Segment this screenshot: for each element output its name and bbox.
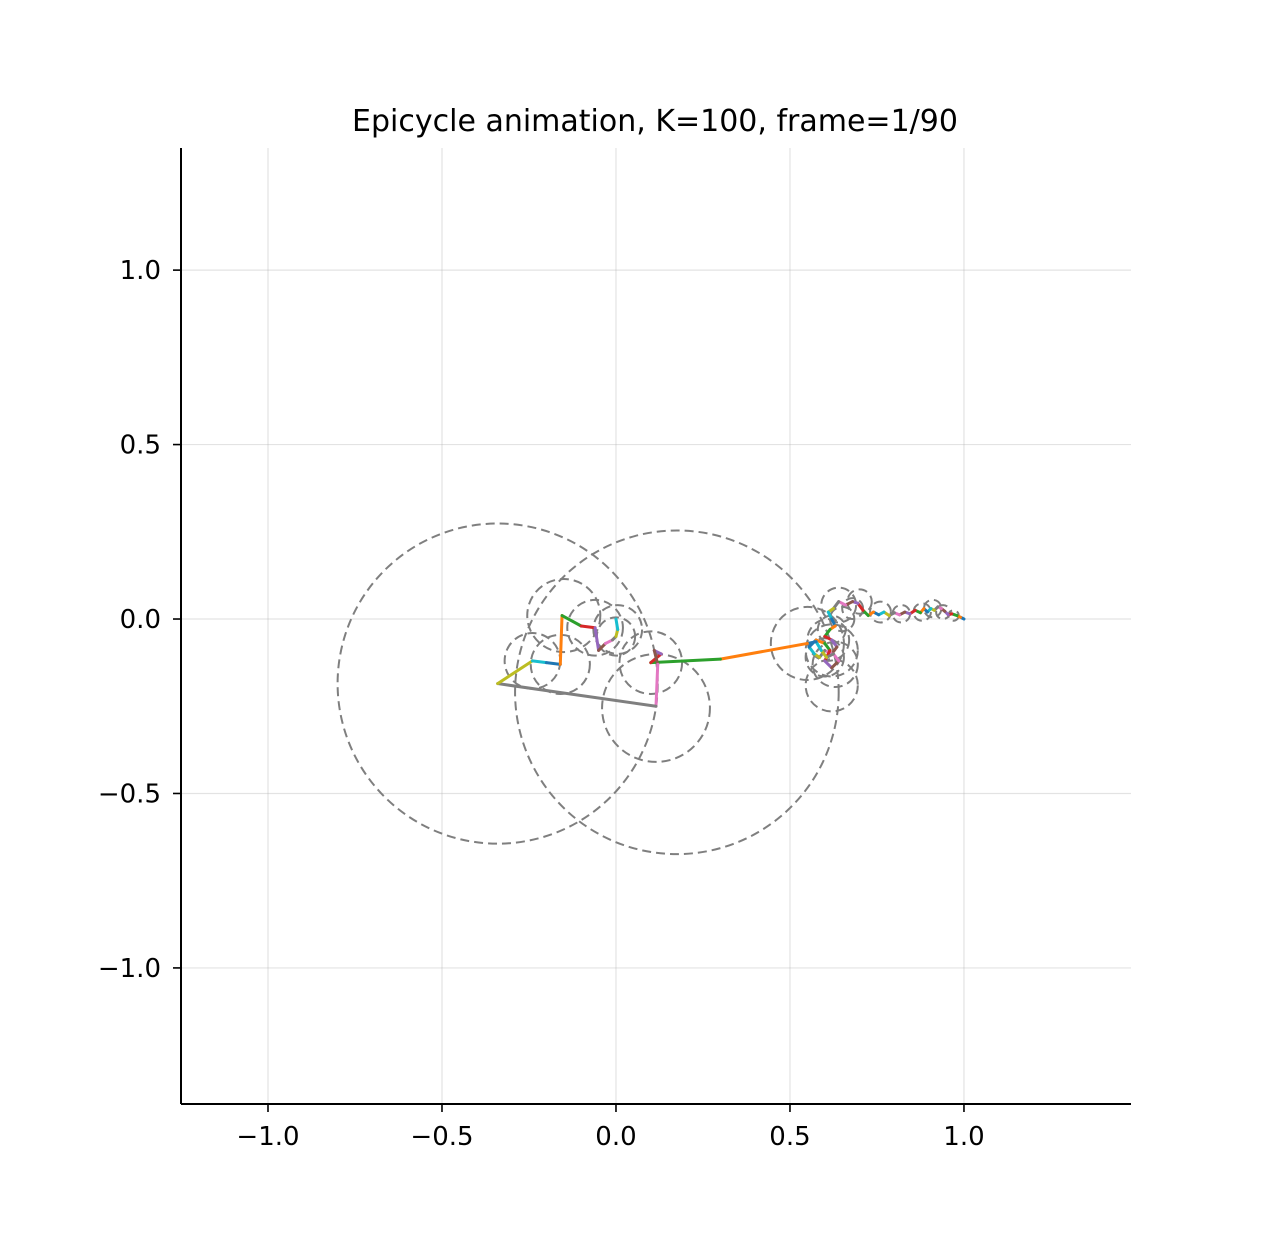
epicycle-arm-segment <box>595 628 598 651</box>
x-tick-label: −0.5 <box>410 1122 473 1152</box>
y-tick-label: 0.0 <box>120 605 161 635</box>
x-axis-ticks: −1.0 −0.5 0.0 0.5 1.0 <box>236 1104 984 1152</box>
x-tick-label: 0.0 <box>595 1122 636 1152</box>
epicycle-circles <box>338 523 959 854</box>
epicycle-arm-segment <box>546 663 560 665</box>
y-tick-label: −1.0 <box>98 954 161 984</box>
epicycle-arm-segment <box>532 661 546 663</box>
y-tick-label: 0.5 <box>120 431 161 461</box>
x-tick-label: 0.5 <box>769 1122 810 1152</box>
y-tick-label: 1.0 <box>120 256 161 286</box>
epicycle-arm-segment <box>651 659 721 662</box>
chart-title: Epicycle animation, K=100, frame=1/90 <box>352 104 958 139</box>
x-tick-label: −1.0 <box>236 1122 299 1152</box>
x-tick-label: 1.0 <box>943 1122 984 1152</box>
y-axis-ticks: 1.0 0.5 0.0 −0.5 −1.0 <box>98 256 181 984</box>
epicycle-arm-segment <box>498 684 656 707</box>
epicycle-arm-segment <box>720 643 807 659</box>
epicycle-arm-segment <box>560 616 562 665</box>
epicycle-arm-segment <box>581 626 595 628</box>
epicycle-arm-segment <box>562 616 581 626</box>
y-tick-label: −0.5 <box>98 779 161 809</box>
epicycle-arm-segment <box>656 664 658 706</box>
epicycle-arms <box>498 602 964 707</box>
grid-lines <box>181 148 1131 1104</box>
epicycle-arm-segment <box>616 619 618 629</box>
